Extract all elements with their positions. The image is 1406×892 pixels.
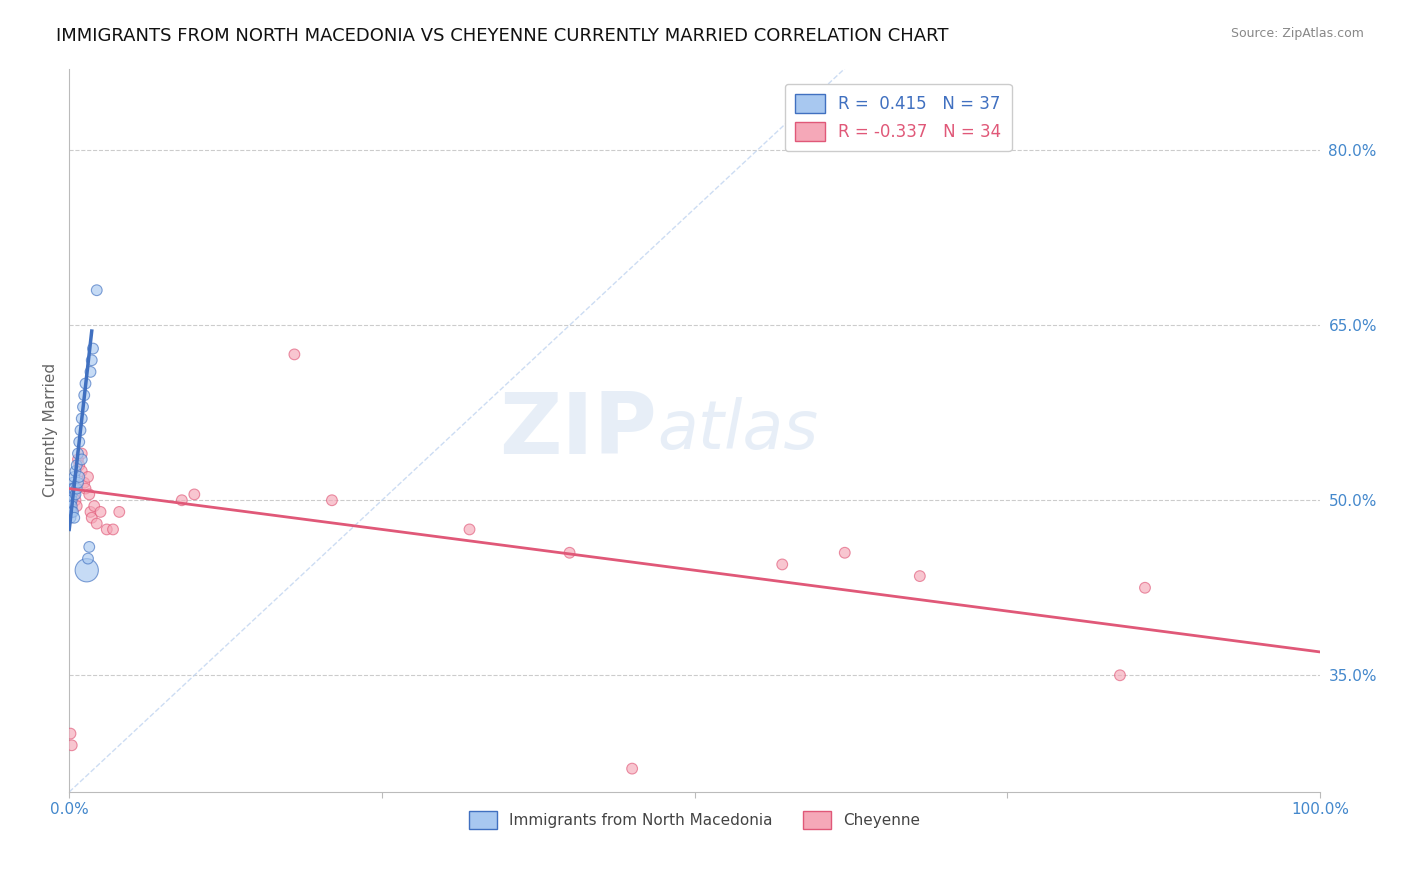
Point <box>59 726 82 740</box>
Point <box>59 510 82 524</box>
Point <box>63 482 86 496</box>
Point <box>65 487 87 501</box>
Point <box>60 493 83 508</box>
Point <box>82 342 104 356</box>
Point <box>76 563 98 577</box>
Point <box>66 499 89 513</box>
Text: atlas: atlas <box>657 397 818 463</box>
Point <box>65 464 87 478</box>
Point <box>66 475 89 490</box>
Point <box>73 388 96 402</box>
Point <box>86 283 108 297</box>
Point <box>60 499 83 513</box>
Point <box>75 482 97 496</box>
Point <box>458 523 481 537</box>
Point <box>1109 668 1132 682</box>
Point <box>77 540 100 554</box>
Point <box>80 353 103 368</box>
Point <box>69 423 91 437</box>
Point <box>60 739 83 753</box>
Point <box>96 523 118 537</box>
Point <box>66 458 89 473</box>
Point <box>70 446 93 460</box>
Point <box>62 505 84 519</box>
Point <box>63 510 86 524</box>
Point <box>77 470 100 484</box>
Point <box>62 482 84 496</box>
Point <box>1133 581 1156 595</box>
Point <box>70 411 93 425</box>
Point <box>66 482 89 496</box>
Point <box>770 558 793 572</box>
Point <box>65 493 87 508</box>
Point <box>77 551 100 566</box>
Point <box>60 482 83 496</box>
Point <box>75 376 97 391</box>
Point <box>621 762 644 776</box>
Point <box>183 487 205 501</box>
Point <box>67 434 90 449</box>
Legend: Immigrants from North Macedonia, Cheyenne: Immigrants from North Macedonia, Cheyenn… <box>464 805 927 835</box>
Text: IMMIGRANTS FROM NORTH MACEDONIA VS CHEYENNE CURRENTLY MARRIED CORRELATION CHART: IMMIGRANTS FROM NORTH MACEDONIA VS CHEYE… <box>56 27 949 45</box>
Point <box>59 487 82 501</box>
Point <box>79 365 101 379</box>
Point <box>283 347 305 361</box>
Point <box>321 493 343 508</box>
Point <box>70 452 93 467</box>
Point <box>62 482 84 496</box>
Point <box>908 569 931 583</box>
Point <box>66 452 89 467</box>
Point <box>63 470 86 484</box>
Point <box>80 510 103 524</box>
Point <box>62 475 84 490</box>
Point <box>79 505 101 519</box>
Point <box>67 458 90 473</box>
Point <box>83 499 105 513</box>
Y-axis label: Currently Married: Currently Married <box>44 363 58 498</box>
Point <box>72 400 94 414</box>
Point <box>108 505 131 519</box>
Point <box>101 523 124 537</box>
Point <box>59 493 82 508</box>
Text: Source: ZipAtlas.com: Source: ZipAtlas.com <box>1230 27 1364 40</box>
Text: ZIP: ZIP <box>499 389 657 472</box>
Point <box>73 475 96 490</box>
Point <box>59 499 82 513</box>
Point <box>60 487 83 501</box>
Point <box>834 546 856 560</box>
Point <box>558 546 581 560</box>
Point <box>63 487 86 501</box>
Point <box>86 516 108 531</box>
Point <box>170 493 193 508</box>
Point <box>89 505 111 519</box>
Point <box>66 446 89 460</box>
Point <box>67 470 90 484</box>
Point <box>77 487 100 501</box>
Point <box>60 505 83 519</box>
Point <box>70 464 93 478</box>
Point <box>59 505 82 519</box>
